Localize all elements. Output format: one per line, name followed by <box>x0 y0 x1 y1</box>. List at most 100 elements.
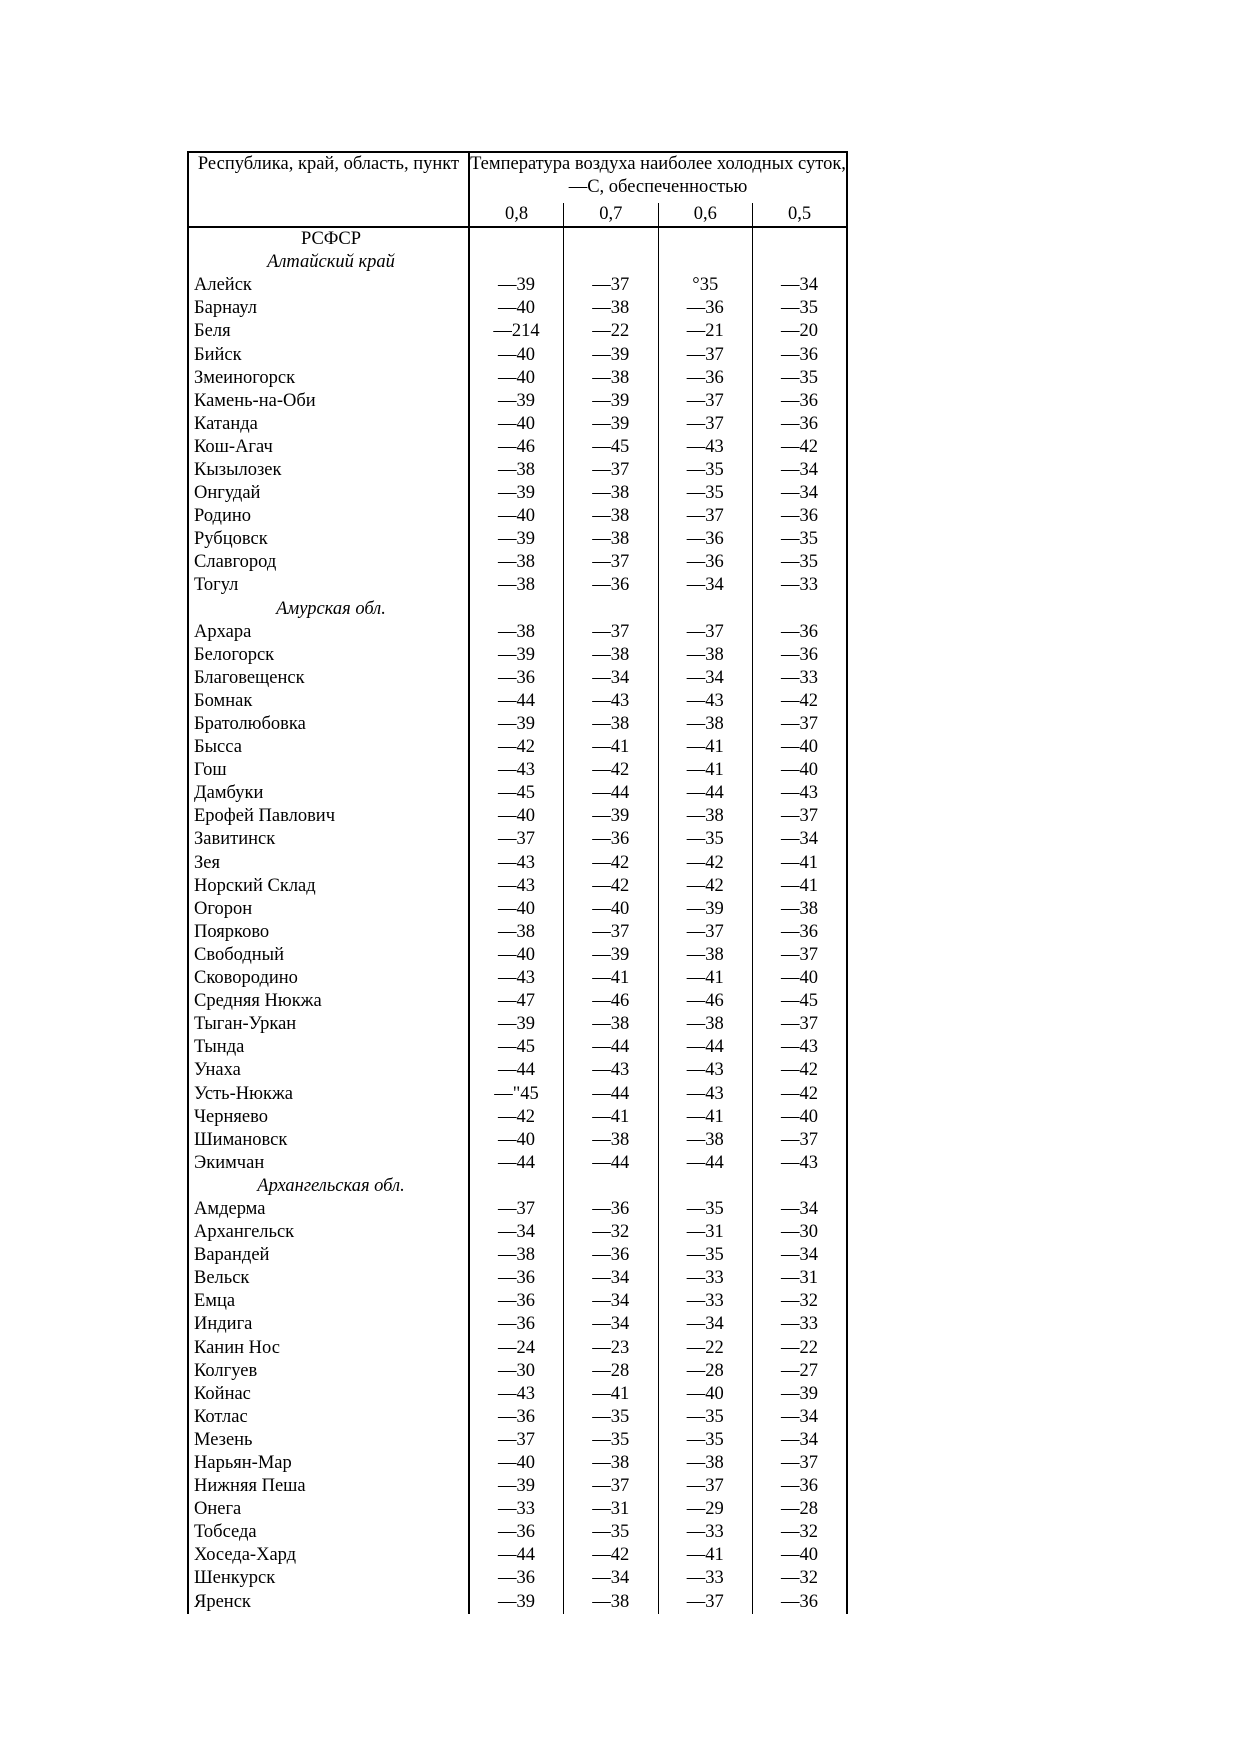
temperature-value: —36 <box>752 389 848 413</box>
empty-cell <box>469 227 564 252</box>
table-row: Бысса —42 —41 —41 —40 <box>187 736 848 760</box>
temperature-value: —36 <box>752 343 848 367</box>
table-row: Усть-Нюкжа —"45 —44 —43 —42 <box>187 1082 848 1106</box>
empty-cell <box>752 251 848 275</box>
temperature-value: —41 <box>563 736 659 760</box>
temperature-value: —36 <box>469 1267 564 1291</box>
table-row: Тогул —38 —36 —34 —33 <box>187 574 848 598</box>
temperature-value: —22 <box>563 320 659 344</box>
table-row: Котлас —36 —35 —35 —34 <box>187 1405 848 1429</box>
settlement-name: Вельск <box>187 1267 470 1291</box>
empty-cell <box>469 251 564 275</box>
temperature-value: —36 <box>469 1290 564 1314</box>
temperature-value: —45 <box>469 1036 564 1060</box>
temperature-value: —43 <box>658 435 753 459</box>
temperature-value: —32 <box>752 1567 848 1591</box>
temperature-value: —34 <box>752 1405 848 1429</box>
temperature-value: —43 <box>469 1382 564 1406</box>
temperature-value: —42 <box>469 736 564 760</box>
table-row: Огорон —40 —40 —39 —38 <box>187 897 848 921</box>
temperature-value: —44 <box>563 782 659 806</box>
temperature-value: —40 <box>658 1382 753 1406</box>
temperature-value: —39 <box>563 805 659 829</box>
temperature-value: —36 <box>563 1244 659 1268</box>
temperature-value: —44 <box>658 782 753 806</box>
temperature-value: —43 <box>658 689 753 713</box>
settlement-name: Бомнак <box>187 689 470 713</box>
temperature-value: —41 <box>563 967 659 991</box>
temperature-value: —36 <box>658 366 753 390</box>
settlement-name: Тында <box>187 1036 470 1060</box>
temperature-value: —38 <box>563 643 659 667</box>
temperature-value: —33 <box>658 1567 753 1591</box>
settlement-name: Зея <box>187 851 470 875</box>
temperature-value: —39 <box>469 1475 564 1499</box>
temperature-value: —36 <box>563 1197 659 1222</box>
temperature-value: —40 <box>469 505 564 529</box>
temperature-value: —39 <box>469 643 564 667</box>
temperature-value: —36 <box>563 574 659 598</box>
temperature-value: —38 <box>469 1244 564 1268</box>
table-row: Бийск —40 —39 —37 —36 <box>187 343 848 367</box>
temperature-value: —22 <box>658 1336 753 1360</box>
empty-cell <box>469 597 564 621</box>
temperature-value: —22 <box>752 1336 848 1360</box>
settlement-name: Тыган-Уркан <box>187 1013 470 1037</box>
temperature-value: —37 <box>563 458 659 483</box>
temperature-value: —42 <box>752 435 848 459</box>
settlement-name: Благовещенск <box>187 666 470 690</box>
empty-cell <box>752 597 848 621</box>
settlement-name: Варандей <box>187 1244 470 1268</box>
temperature-value: —40 <box>469 1128 564 1152</box>
table-row: Нарьян-Мар —40 —38 —38 —37 <box>187 1451 848 1476</box>
settlement-name: Родино <box>187 505 470 529</box>
settlement-name: Экимчан <box>187 1151 470 1175</box>
table-row: Тыган-Уркан —39 —38 —38 —37 <box>187 1013 848 1037</box>
settlement-name: Унаха <box>187 1059 470 1083</box>
temperature-value: —38 <box>658 1013 753 1037</box>
temperature-value: —41 <box>563 1382 659 1406</box>
temperature-value: —43 <box>469 874 564 898</box>
temperature-value: —37 <box>469 828 564 852</box>
temperature-value: —42 <box>752 1059 848 1083</box>
temperature-value: —37 <box>658 505 753 529</box>
temperature-value: —42 <box>658 874 753 898</box>
temperature-value: —37 <box>658 1590 753 1614</box>
temperature-value: —27 <box>752 1359 848 1383</box>
settlement-name: Онега <box>187 1498 470 1522</box>
temperature-value: —28 <box>563 1359 659 1383</box>
settlement-name: Сковородино <box>187 967 470 991</box>
temperature-value: —40 <box>469 1451 564 1476</box>
table-row: Мезень —37 —35 —35 —34 <box>187 1428 848 1452</box>
table-row: Змеиногорск —40 —38 —36 —35 <box>187 366 848 390</box>
table-row: Тобседа —36 —35 —33 —32 <box>187 1521 848 1545</box>
temperature-value: —39 <box>469 528 564 552</box>
temperature-value: —43 <box>752 782 848 806</box>
temperature-value: —38 <box>469 620 564 644</box>
temperature-value: —46 <box>563 990 659 1014</box>
temperature-value: —37 <box>658 620 753 644</box>
settlement-name: Беля <box>187 320 470 344</box>
temperature-value: —36 <box>563 828 659 852</box>
temperature-value: —34 <box>752 1244 848 1268</box>
table-row: Завитинск —37 —36 —35 —34 <box>187 828 848 852</box>
settlement-name: Камень-на-Оби <box>187 389 470 413</box>
temperature-value: —30 <box>752 1221 848 1245</box>
settlement-name: Алейск <box>187 274 470 298</box>
empty-cell <box>563 1174 659 1198</box>
temperature-value: —34 <box>563 1313 659 1337</box>
table-row: Алейск —39 —37 °35 —34 <box>187 274 848 298</box>
group-title: Алтайский край <box>187 251 470 275</box>
temperature-value: —44 <box>658 1151 753 1175</box>
temperature-value: —39 <box>469 274 564 298</box>
temperature-value: —38 <box>563 712 659 737</box>
settlement-name: Славгород <box>187 551 470 575</box>
temperature-value: —35 <box>658 828 753 852</box>
table-row: Бомнак —44 —43 —43 —42 <box>187 689 848 713</box>
settlement-name: Дамбуки <box>187 782 470 806</box>
temperature-value: —32 <box>752 1290 848 1314</box>
temperature-value: —38 <box>563 528 659 552</box>
temperature-value: —21 <box>658 320 753 344</box>
settlement-name: Койнас <box>187 1382 470 1406</box>
probability-header: 0,8 <box>469 203 564 228</box>
